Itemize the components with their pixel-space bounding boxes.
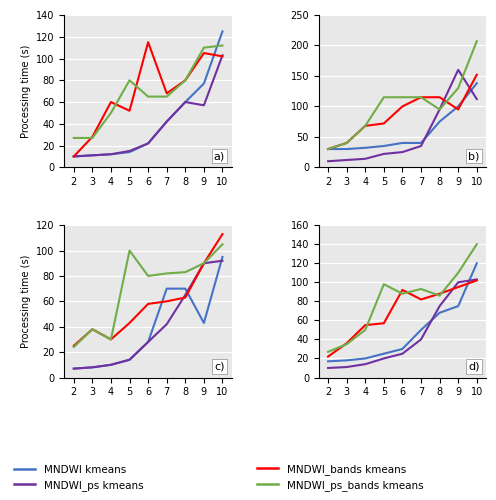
Text: a): a) [214, 151, 225, 161]
Y-axis label: Processing time (s): Processing time (s) [21, 254, 31, 348]
Legend: MNDWI_bands kmeans, MNDWI_ps_bands kmeans: MNDWI_bands kmeans, MNDWI_ps_bands kmean… [253, 460, 428, 495]
Text: b): b) [468, 151, 480, 161]
Legend: MNDWI kmeans, MNDWI_ps kmeans: MNDWI kmeans, MNDWI_ps kmeans [10, 460, 147, 495]
Text: c): c) [215, 362, 225, 372]
Y-axis label: Processing time (s): Processing time (s) [21, 44, 31, 138]
Text: d): d) [468, 362, 480, 372]
